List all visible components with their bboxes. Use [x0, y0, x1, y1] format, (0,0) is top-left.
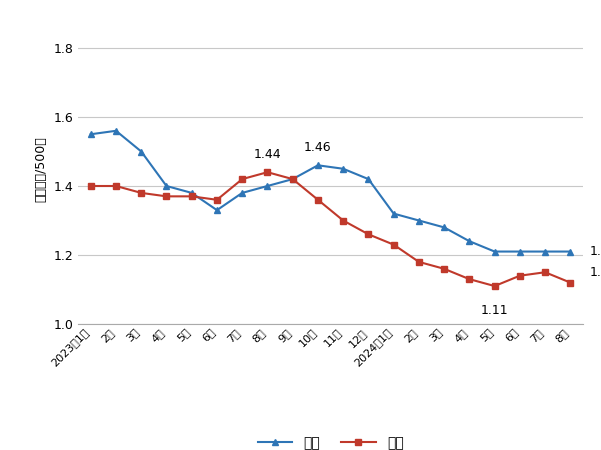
玉米 — [138, 190, 145, 196]
小麦 — [441, 225, 448, 230]
Line: 小麦: 小麦 — [88, 128, 573, 255]
小麦 — [314, 162, 322, 168]
小麦 — [491, 249, 498, 254]
小麦 — [239, 190, 246, 196]
玉米 — [340, 218, 347, 223]
小麦 — [516, 249, 523, 254]
玉米 — [314, 197, 322, 202]
小麦 — [264, 183, 271, 189]
玉米 — [516, 273, 523, 279]
玉米 — [239, 176, 246, 182]
玉米 — [188, 194, 195, 199]
小麦 — [415, 218, 423, 223]
玉米 — [542, 270, 549, 275]
小麦 — [340, 166, 347, 171]
小麦 — [365, 176, 372, 182]
Text: 1.46: 1.46 — [304, 141, 332, 154]
小麦 — [567, 249, 574, 254]
玉米 — [213, 197, 221, 202]
Y-axis label: 单位：元/500克: 单位：元/500克 — [35, 136, 48, 202]
Text: 1.15: 1.15 — [590, 266, 601, 279]
玉米 — [567, 280, 574, 285]
小麦 — [188, 190, 195, 196]
玉米 — [163, 194, 170, 199]
玉米 — [491, 284, 498, 289]
玉米 — [466, 276, 473, 282]
Text: 1.11: 1.11 — [481, 304, 508, 317]
Text: 1.44: 1.44 — [254, 148, 281, 161]
小麦 — [390, 211, 397, 216]
Legend: 小麦, 玉米: 小麦, 玉米 — [252, 430, 409, 450]
玉米 — [390, 242, 397, 248]
玉米 — [441, 266, 448, 271]
Line: 玉米: 玉米 — [88, 169, 573, 289]
小麦 — [163, 183, 170, 189]
玉米 — [365, 232, 372, 237]
玉米 — [415, 259, 423, 265]
小麦 — [138, 149, 145, 154]
小麦 — [466, 238, 473, 244]
小麦 — [112, 128, 120, 134]
小麦 — [87, 131, 94, 137]
小麦 — [289, 176, 296, 182]
小麦 — [213, 207, 221, 213]
玉米 — [112, 183, 120, 189]
玉米 — [87, 183, 94, 189]
玉米 — [264, 170, 271, 175]
玉米 — [289, 176, 296, 182]
Text: 1.21: 1.21 — [590, 245, 601, 258]
小麦 — [542, 249, 549, 254]
